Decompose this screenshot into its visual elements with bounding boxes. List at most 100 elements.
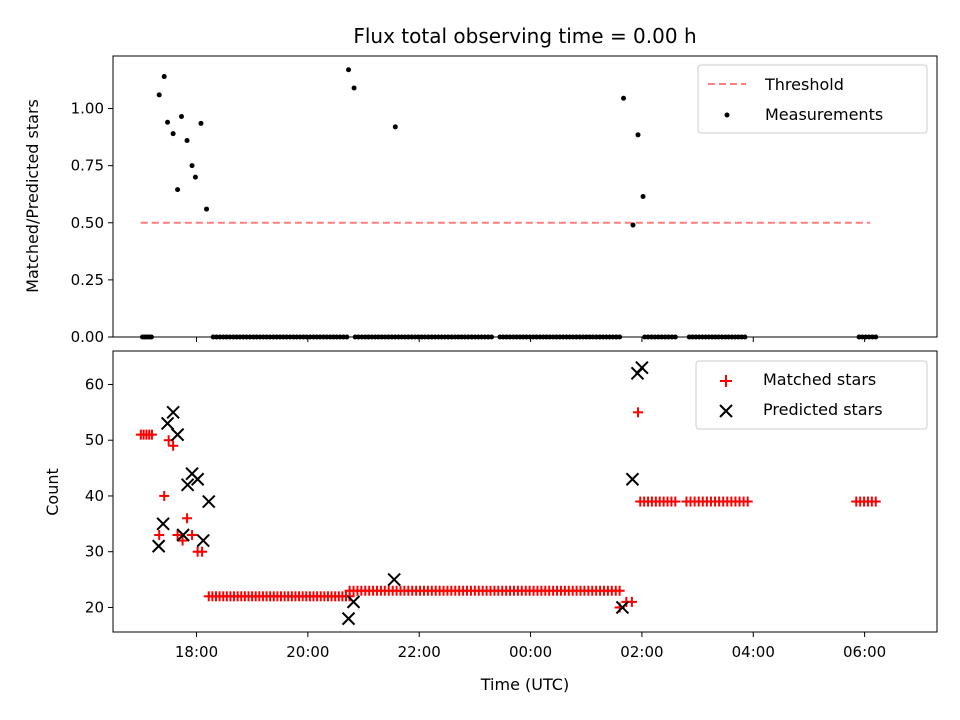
- measurement-point: [630, 222, 636, 228]
- measurement-point: [175, 187, 181, 193]
- predicted-diag2: [151, 539, 166, 553]
- predicted-diag2: [166, 405, 180, 420]
- measurement-point: [161, 74, 167, 80]
- matched-star-point: [870, 496, 881, 507]
- matched-star-point: [182, 513, 193, 524]
- count-xtick-label: 02:00: [620, 643, 663, 661]
- measurement-point: [189, 163, 195, 169]
- matched-star-point: [172, 529, 183, 540]
- measurement-point: [156, 92, 162, 98]
- legend-predicted-label: Predicted stars: [763, 400, 883, 419]
- count-xtick-label: 18:00: [175, 643, 218, 661]
- count-ytick-label: 40: [85, 487, 104, 505]
- matched-star-point: [168, 440, 179, 451]
- measurement-point: [346, 67, 352, 73]
- ratio-ytick-label: 1.00: [71, 100, 104, 118]
- predicted-star-point: [170, 427, 185, 442]
- predicted-star-point: [615, 600, 630, 615]
- matched-star-point: [633, 407, 644, 418]
- ratio-axes-frame: [112, 55, 938, 338]
- matched-star-point: [670, 496, 681, 507]
- legend-top: Threshold Measurements: [697, 64, 928, 134]
- legend-top-box: [697, 64, 928, 134]
- predicted-diag2: [346, 595, 361, 609]
- ratio-ytick-label: 0.75: [71, 157, 104, 175]
- measurement-point: [170, 131, 176, 137]
- predicted-diag2: [190, 472, 205, 486]
- predicted-star-point: [176, 528, 190, 542]
- matched-star-point: [614, 585, 625, 596]
- count-ytick-label: 60: [85, 375, 104, 393]
- ratio-ytick-label: 0.00: [71, 328, 104, 346]
- predicted-diag2: [160, 416, 175, 431]
- ratio-ytick-label: 0.50: [71, 214, 104, 232]
- measurement-point: [640, 194, 646, 199]
- matched-star-point: [154, 529, 165, 540]
- chart-title: Flux total observing time = 0.00 h: [353, 24, 696, 48]
- matched-star-point: [146, 429, 157, 440]
- predicted-star-point: [160, 416, 175, 431]
- legend-bottom: Matched stars Predicted stars: [695, 360, 928, 430]
- matched-star-point: [197, 546, 208, 557]
- legend-matched-swatch: [720, 375, 732, 387]
- predicted-star-point: [635, 361, 649, 375]
- predicted-star-point: [346, 595, 361, 609]
- predicted-diag2: [635, 361, 649, 375]
- measurement-point: [204, 206, 210, 212]
- predicted-star-point: [196, 533, 210, 548]
- count-xtick-label: 22:00: [398, 643, 441, 661]
- predicted-diag2: [202, 494, 216, 509]
- measurement-point: [392, 124, 398, 130]
- matched-star-point: [742, 496, 753, 507]
- measurement-point: [621, 95, 627, 101]
- predicted-star-point: [625, 472, 640, 486]
- predicted-star-point: [156, 517, 170, 531]
- measurement-point: [635, 132, 641, 138]
- count-xtick-label: 04:00: [732, 643, 775, 661]
- predicted-star-point: [190, 472, 205, 486]
- count-ytick-label: 20: [85, 598, 104, 616]
- count-xtick-label: 06:00: [843, 643, 886, 661]
- predicted-star-point: [151, 539, 166, 553]
- ylabel-count: Count: [43, 468, 62, 516]
- measurement-point: [184, 138, 190, 144]
- measurement-point: [165, 119, 171, 125]
- count-ytick-label: 30: [85, 543, 104, 561]
- panel-counts: 20 30 40 50 60 18:00 20:00 22:00 00:00 02:00 04:00…: [85, 350, 938, 661]
- count-xtick-label: 20:00: [286, 643, 329, 661]
- matched-star-point: [159, 490, 170, 501]
- ylabel-ratio: Matched/Predicted stars: [23, 99, 42, 293]
- predicted-diag2: [387, 572, 401, 587]
- predicted-star-point: [166, 405, 180, 420]
- predicted-star-point: [202, 494, 216, 509]
- predicted-diag2: [196, 533, 210, 548]
- predicted-star-point: [180, 478, 195, 492]
- legend-predicted-swatch: [719, 404, 733, 418]
- legend-bottom-box: [695, 360, 928, 430]
- count-axes-frame: [112, 350, 938, 633]
- panel-ratio: 0.00 0.25 0.50 0.75 1.00: [71, 55, 938, 346]
- predicted-diag2: [176, 528, 190, 542]
- measurement-point: [351, 85, 357, 91]
- predicted-diag2: [170, 427, 185, 442]
- measurement-point: [192, 174, 198, 180]
- predicted-diag2: [625, 472, 640, 486]
- matched-star-point: [187, 529, 198, 540]
- predicted-star-point: [341, 611, 356, 626]
- predicted-diag2: [156, 517, 170, 531]
- predicted-diag2: [341, 611, 356, 626]
- matched-star-point: [177, 535, 188, 546]
- predicted-diag2: [615, 600, 630, 615]
- predicted-star-point: [387, 572, 401, 587]
- count-xtick-label: 00:00: [509, 643, 552, 661]
- measurement-point: [178, 114, 184, 120]
- count-ytick-label: 50: [85, 431, 104, 449]
- xlabel-time: Time (UTC): [480, 675, 569, 694]
- legend-measurements-swatch: [724, 112, 730, 118]
- ratio-ytick-label: 0.25: [71, 271, 104, 289]
- legend-threshold-label: Threshold: [764, 75, 844, 94]
- predicted-diag2: [180, 478, 195, 492]
- legend-measurements-label: Measurements: [765, 105, 883, 124]
- legend-matched-label: Matched stars: [763, 370, 876, 389]
